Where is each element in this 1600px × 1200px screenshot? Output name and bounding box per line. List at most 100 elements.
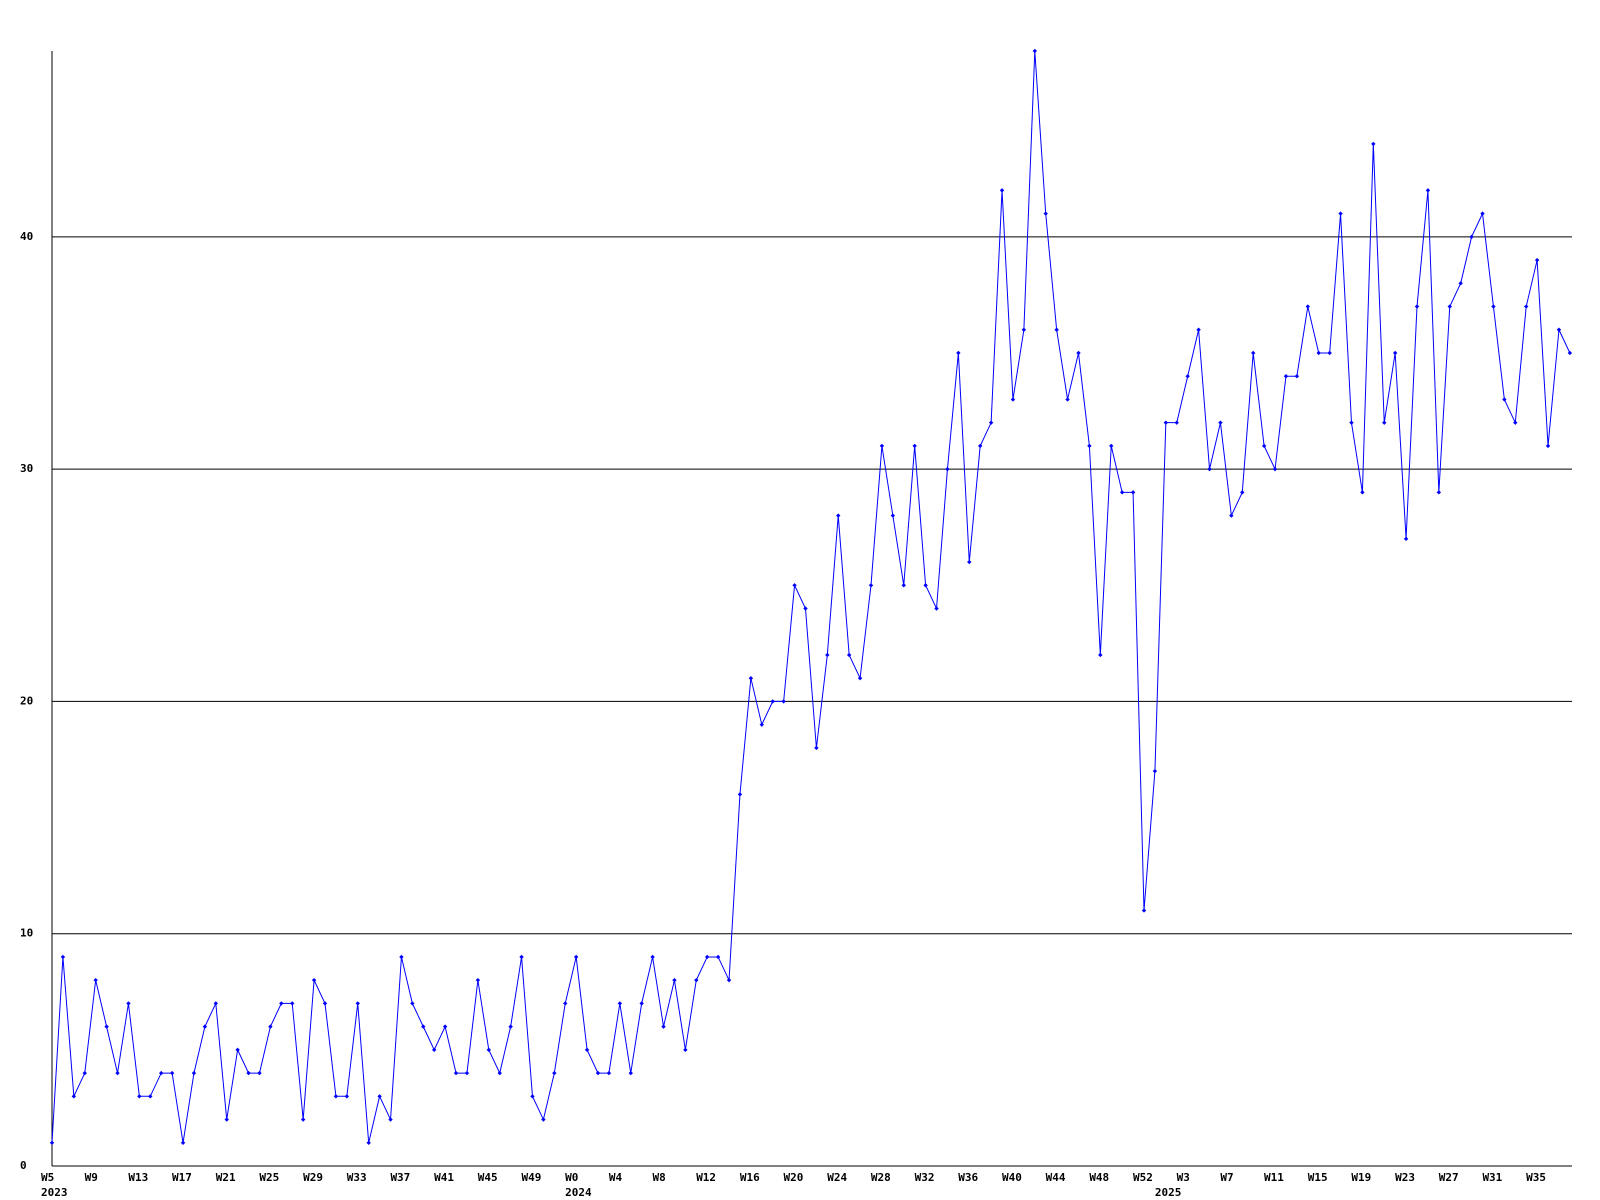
data-point — [377, 1094, 382, 1099]
x-tick-label: W31 — [1482, 1171, 1502, 1184]
data-point — [1349, 420, 1354, 425]
x-tick-label: W12 — [696, 1171, 716, 1184]
x-tick-label: W21 — [216, 1171, 236, 1184]
data-point — [355, 1001, 360, 1006]
data-point — [1283, 374, 1289, 379]
data-point — [1185, 374, 1190, 379]
x-tick-label: W29 — [303, 1171, 323, 1184]
data-point — [268, 1024, 273, 1029]
data-point — [814, 745, 819, 751]
x-tick-label: W8 — [653, 1171, 666, 1184]
data-point — [508, 1024, 513, 1029]
data-point — [825, 652, 830, 658]
data-point — [388, 1117, 393, 1122]
year-label: 2025 — [1155, 1186, 1182, 1199]
x-tick-label: W49 — [521, 1171, 541, 1184]
data-point — [999, 188, 1005, 193]
data-point — [1545, 443, 1551, 449]
data-point — [213, 1001, 218, 1006]
data-point — [344, 1094, 350, 1099]
data-point — [1338, 211, 1343, 216]
data-point — [857, 675, 863, 681]
x-tick-label: W3 — [1177, 1171, 1190, 1184]
data-point — [279, 1001, 284, 1006]
data-point — [770, 699, 775, 704]
data-point — [541, 1117, 546, 1122]
data-point — [1130, 490, 1136, 495]
data-point — [967, 559, 972, 565]
data-point — [781, 699, 786, 704]
x-tick-label: W20 — [784, 1171, 804, 1184]
data-point — [1174, 420, 1179, 425]
data-point — [530, 1094, 535, 1099]
x-tick-label: W7 — [1220, 1171, 1233, 1184]
y-tick-label: 40 — [20, 230, 33, 243]
data-point — [661, 1024, 666, 1029]
data-point — [737, 792, 743, 797]
data-point — [49, 1140, 55, 1145]
data-point — [563, 1001, 568, 1006]
x-tick-label: W16 — [740, 1171, 760, 1184]
data-point — [1382, 420, 1387, 425]
data-point — [803, 606, 808, 611]
data-point — [224, 1117, 229, 1122]
x-tick-label: W45 — [478, 1171, 498, 1184]
y-tick-label: 10 — [20, 927, 33, 940]
x-tick-label: W28 — [871, 1171, 891, 1184]
data-point — [322, 1001, 328, 1006]
data-point — [1480, 211, 1485, 216]
data-point — [104, 1024, 109, 1029]
data-point — [1272, 466, 1278, 472]
data-point — [715, 954, 721, 960]
x-tick-label: W35 — [1526, 1171, 1546, 1184]
data-point — [584, 1047, 590, 1053]
data-point — [1261, 443, 1267, 449]
data-point — [169, 1070, 175, 1076]
data-point — [846, 652, 852, 658]
data-point — [552, 1070, 557, 1076]
x-tick-label: W9 — [85, 1171, 98, 1184]
data-point — [115, 1070, 120, 1076]
data-point — [705, 954, 710, 960]
x-tick-label: W52 — [1133, 1171, 1153, 1184]
data-point — [1251, 350, 1256, 356]
data-point — [956, 350, 961, 356]
data-point — [180, 1140, 186, 1145]
x-tick-label: W48 — [1089, 1171, 1109, 1184]
x-tick-label: W5 — [41, 1171, 54, 1184]
data-point — [1567, 350, 1573, 356]
data-point — [71, 1094, 77, 1099]
data-point — [1556, 327, 1562, 332]
x-tick-label: W32 — [915, 1171, 935, 1184]
data-point — [759, 722, 764, 727]
x-tick-label: W40 — [1002, 1171, 1022, 1184]
data-point — [82, 1070, 87, 1076]
x-tick-label: W11 — [1264, 1171, 1284, 1184]
data-point — [126, 1001, 131, 1006]
data-point — [912, 443, 917, 449]
data-point — [1425, 188, 1431, 193]
data-point — [595, 1070, 601, 1076]
data-point — [1491, 304, 1496, 309]
data-point — [890, 513, 896, 518]
data-point — [628, 1070, 633, 1076]
data-point — [410, 1001, 415, 1006]
y-tick-label: 30 — [20, 462, 33, 475]
data-point — [366, 1140, 371, 1145]
data-point — [333, 1094, 339, 1099]
data-point — [311, 977, 317, 983]
data-point — [1458, 281, 1463, 286]
data-point — [1119, 490, 1125, 495]
data-point — [901, 583, 906, 588]
x-tick-label: W4 — [609, 1171, 623, 1184]
data-point — [497, 1070, 502, 1076]
data-point — [1436, 490, 1442, 495]
data-point — [60, 954, 66, 960]
data-point — [1414, 304, 1420, 309]
data-point — [1469, 234, 1474, 240]
data-point — [988, 420, 994, 425]
data-point — [1294, 374, 1300, 379]
x-tick-label: W27 — [1439, 1171, 1459, 1184]
data-point — [1371, 141, 1376, 147]
